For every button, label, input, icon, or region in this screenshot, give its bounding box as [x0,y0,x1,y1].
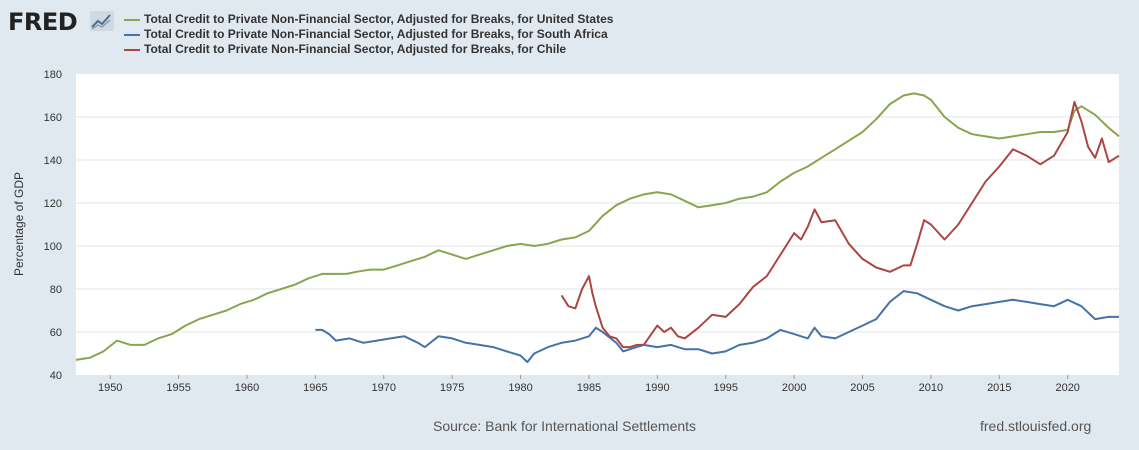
fred-url[interactable]: fred.stlouisfed.org [980,418,1092,434]
x-axis-ticks: 1950 1955 1960 1965 1970 1975 1980 1985 1990 1995… [98,375,1080,394]
legend-swatch-us [124,19,140,21]
x-tick-label: 1975 [440,382,464,394]
legend-item-chile[interactable]: Total Credit to Private Non-Financial Se… [124,42,613,57]
y-tick-label: 180 [44,69,62,81]
series-line-us[interactable] [75,92,1120,361]
x-tick-label: 2015 [987,382,1011,394]
x-tick-label: 1990 [645,382,669,394]
legend-swatch-south-africa [124,34,140,36]
plot-area [76,74,1119,375]
legend-item-south-africa[interactable]: Total Credit to Private Non-Financial Se… [124,27,613,42]
x-tick-label: 1995 [713,382,737,394]
source-note: Source: Bank for International Settlemen… [433,418,697,434]
x-tick-label: 1950 [98,382,122,394]
y-tick-label: 120 [44,198,62,210]
trend-chart-icon [90,11,114,31]
legend-item-us[interactable]: Total Credit to Private Non-Financial Se… [124,12,613,27]
x-tick-label: 2000 [782,382,806,394]
y-tick-label: 60 [50,327,62,339]
x-tick-label: 1965 [303,382,327,394]
series-line-chile[interactable] [560,100,1120,349]
x-tick-label: 1960 [235,382,259,394]
chart-legend: Total Credit to Private Non-Financial Se… [124,12,613,57]
chart-header: FRED Total Credit to Private Non-Financi… [0,0,1139,64]
legend-label-south-africa: Total Credit to Private Non-Financial Se… [144,27,608,41]
legend-label-chile: Total Credit to Private Non-Financial Se… [144,42,567,56]
x-tick-label: 2010 [919,382,943,394]
x-tick-label: 2005 [850,382,874,394]
series-lines [75,92,1120,364]
x-tick-label: 1980 [508,382,532,394]
legend-label-us: Total Credit to Private Non-Financial Se… [144,12,614,26]
legend-swatch-chile [124,49,140,51]
fred-logo[interactable]: FRED [8,8,78,36]
y-tick-label: 160 [44,112,62,124]
y-axis-ticks: 40 60 80 100 120 140 160 180 [44,69,62,382]
x-tick-label: 1985 [577,382,601,394]
series-line-south-africa[interactable] [315,290,1119,364]
y-tick-label: 140 [44,155,62,167]
y-tick-label: 100 [44,241,62,253]
y-axis-label: Percentage of GDP [12,172,26,276]
x-tick-label: 1970 [372,382,396,394]
y-tick-label: 40 [50,370,62,382]
y-tick-label: 80 [50,284,62,296]
x-tick-label: 2020 [1055,382,1079,394]
x-tick-label: 1955 [166,382,190,394]
